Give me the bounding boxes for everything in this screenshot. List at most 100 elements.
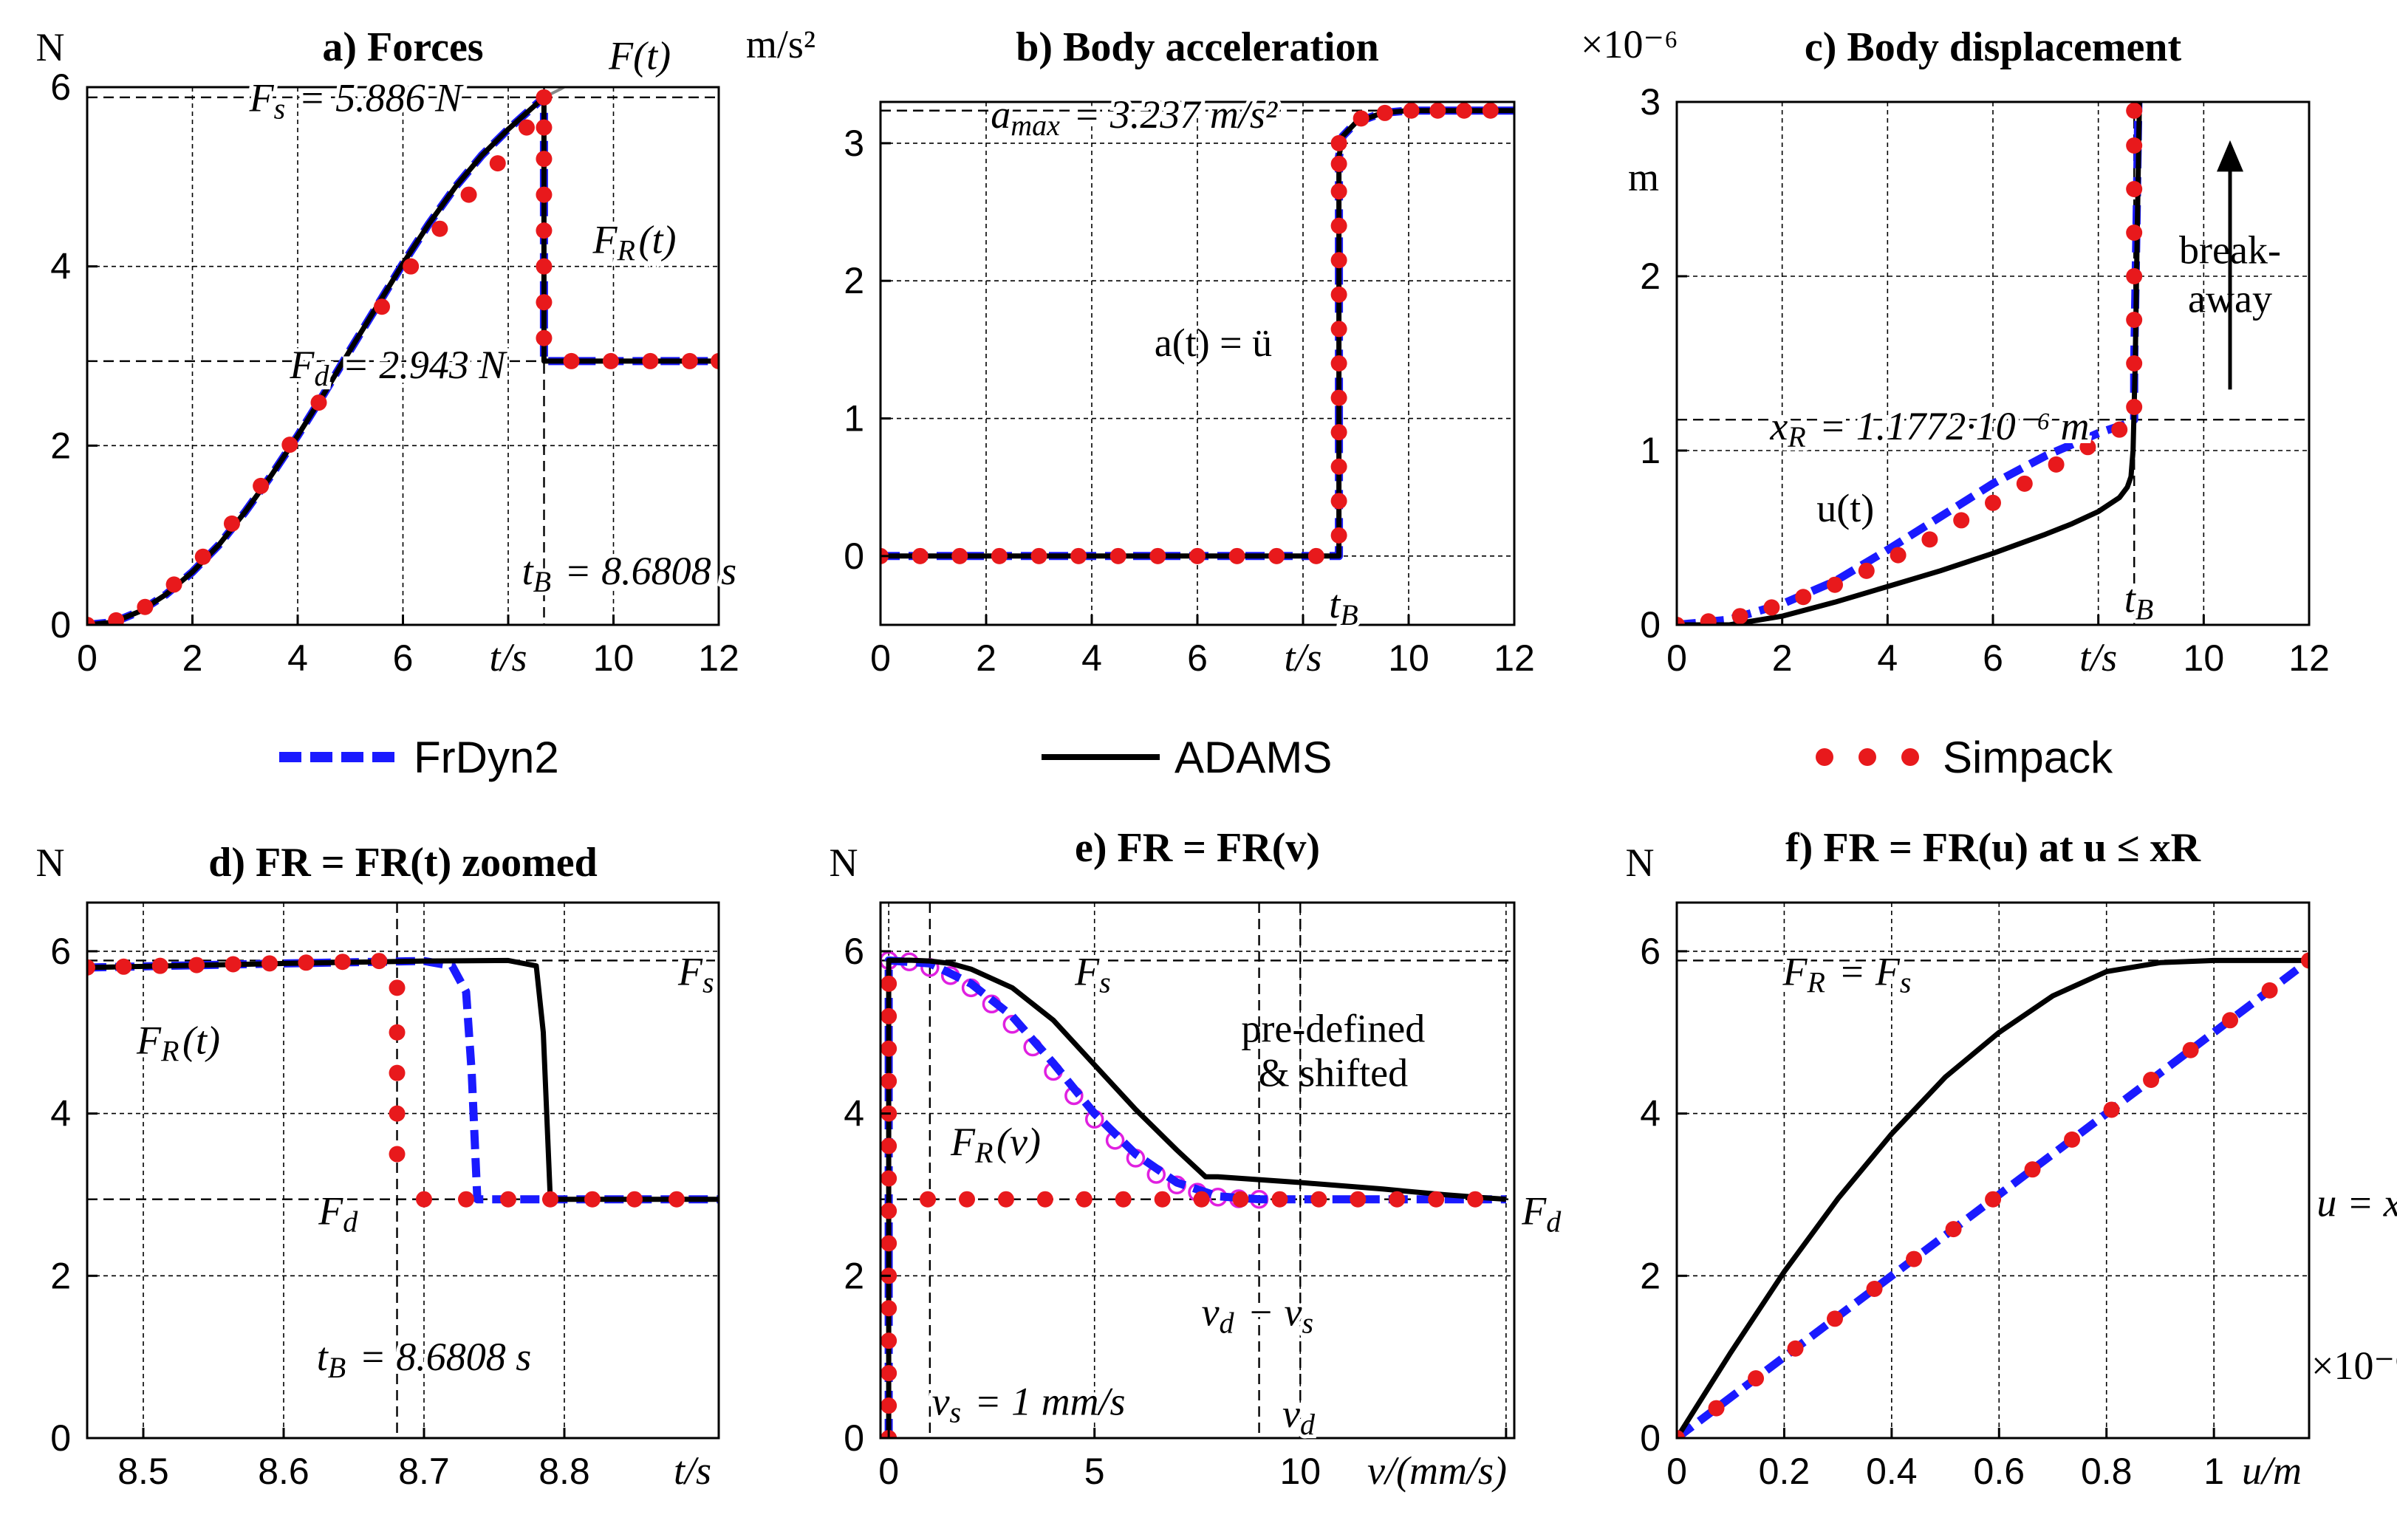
breakaway-arrow-head (2217, 140, 2243, 172)
series-b-simpack-point-22 (1330, 183, 1347, 200)
annotation-c-2: tB (2124, 577, 2157, 626)
xtick-label-d-2: 8.7 (398, 1451, 450, 1492)
series-b-simpack-point-21 (1330, 217, 1347, 234)
series-d-simpack-point-8 (371, 953, 388, 970)
series-c-simpack-point-8 (1921, 531, 1938, 548)
annotation-f-1: u = xR (2316, 1180, 2397, 1230)
series-a-simpack-point-3 (165, 576, 182, 593)
series-c-simpack-point-6 (1858, 562, 1875, 579)
xlabel-a: t/s (489, 635, 527, 680)
ytick-label-b-0: 0 (844, 535, 864, 577)
series-c-simpack-point-15 (2126, 399, 2143, 415)
series-a-simpack-point-17 (536, 151, 553, 168)
series-b-simpack-point-7 (1149, 547, 1166, 564)
series-a-simpack-point-25 (642, 352, 659, 369)
series-c-simpack-point-4 (1795, 589, 1812, 606)
legend-dot-simpack-2 (1859, 748, 1876, 766)
series-e-simpack-point-26 (1350, 1191, 1367, 1208)
series-b-simpack-point-13 (1330, 493, 1347, 510)
xtick-label-c-2: 4 (1877, 637, 1898, 679)
series-e-simpack-point-1 (881, 1397, 897, 1414)
panel-f: 0 0.2 0.4 0.6 0.8 1 0 2 4 6 f) FR = FR(u) at u ≤ x… (1626, 825, 2397, 1493)
series-a-adams (87, 95, 719, 625)
series-f-simpack-point-9 (2024, 1161, 2041, 1178)
annotation-e-4: Fd (1521, 1188, 1565, 1238)
annotation-f-0: FR = Fs (1782, 949, 1914, 999)
annotation-b-0: amax = 3.237 m/s² (991, 92, 1278, 142)
series-c-simpack-point-11 (2016, 475, 2033, 492)
xtick-label-d-1: 8.6 (258, 1451, 310, 1492)
legend-label-frdyn2: FrDyn2 (414, 733, 559, 782)
series-b-simpack-point-5 (1070, 547, 1087, 564)
xtick-label-b-3: 6 (1187, 637, 1208, 679)
series-d-simpack-point-13 (389, 1146, 406, 1163)
series-f-simpack-point-7 (1945, 1221, 1962, 1238)
xtick-label-c-0: 0 (1666, 637, 1687, 679)
series-a-simpack-point-2 (137, 598, 154, 615)
annotation-a-1: Fs = 5.886 N (249, 76, 465, 126)
annotation-e-0: Fs (1074, 949, 1114, 999)
ytick-label-b-2: 2 (844, 260, 864, 301)
series-c-simpack (1677, 102, 2143, 625)
ytick-label-a-3: 6 (50, 66, 71, 108)
series-c-frdyn2 (1677, 102, 2143, 625)
annotation-a-0: F(t) (608, 34, 671, 78)
annotation-e-7: vd (1282, 1392, 1318, 1441)
series-d-adams (87, 957, 719, 1202)
xtick-label-f-4: 0.8 (2081, 1451, 2133, 1492)
chart-title-d: d) FR = FR(t) zoomed (208, 840, 597, 886)
annotation-b-1: a(t) = ü (1155, 321, 1272, 365)
series-b-simpack-point-4 (1030, 547, 1047, 564)
series-a-simpack-point-8 (310, 394, 327, 411)
series-b-simpack (881, 102, 1499, 564)
annotation-d-1: FR (t) (136, 1019, 220, 1068)
annotation-e-1: pre-defined (1241, 1006, 1425, 1050)
series-b-simpack-point-24 (1330, 134, 1347, 151)
xtick-label-c-5: 10 (2184, 637, 2225, 679)
series-b-simpack-point-28 (1429, 102, 1446, 119)
xtick-label-e-1: 5 (1084, 1451, 1105, 1492)
series-c-simpack-point-5 (1827, 576, 1843, 593)
ylabel-f: N (1626, 841, 1655, 885)
ytick-label-e-0: 0 (844, 1417, 864, 1459)
series-e-simpack-point-4 (881, 1300, 897, 1317)
ytick-label-a-0: 0 (50, 604, 71, 646)
ytick-label-e-1: 2 (844, 1255, 864, 1296)
series-a-simpack-point-10 (403, 258, 420, 275)
series-e-simpack-point-15 (920, 1191, 937, 1208)
annotation-d-0: Fs (677, 949, 717, 999)
ytick-label-d-2: 4 (50, 1093, 71, 1135)
series-b-simpack-point-16 (1330, 389, 1347, 406)
series-e-simpack-point-18 (1036, 1191, 1053, 1208)
legend-dot-simpack-1 (1816, 748, 1833, 766)
series-f-simpack-point-10 (2064, 1131, 2081, 1148)
series-d-frdyn2 (87, 956, 719, 1204)
series-a-simpack-point-0 (87, 617, 95, 625)
series-a-simpack-point-13 (489, 155, 506, 172)
series-c-simpack-point-1 (1700, 613, 1717, 625)
ytick-label-f-3: 6 (1640, 931, 1661, 972)
xtick-label-b-2: 4 (1081, 637, 1102, 679)
series-c-simpack-point-3 (1763, 599, 1780, 616)
xtick-label-e-2: 10 (1279, 1451, 1321, 1492)
series-d-simpack-point-1 (115, 958, 132, 975)
series-c-simpack-point-14 (2111, 421, 2128, 438)
series-c-simpack-point-20 (2126, 181, 2143, 197)
series-group-a (87, 87, 719, 625)
ylabel-b: m/s² (746, 22, 815, 66)
ytick-label-f-2: 4 (1640, 1093, 1661, 1135)
series-a-f-t- (543, 87, 567, 99)
series-c-simpack-point-17 (2126, 312, 2143, 328)
series-b-simpack-point-26 (1376, 104, 1393, 121)
ytick-label-f-0: 0 (1640, 1417, 1661, 1459)
series-e-simpack-point-24 (1271, 1191, 1288, 1208)
series-e-simpack-point-13 (881, 1007, 897, 1024)
series-b-simpack-point-18 (1330, 321, 1347, 338)
series-c-simpack-point-2 (1731, 608, 1748, 625)
ytick-label-c-0: 0 (1640, 604, 1661, 646)
series-f-simpack-point-3 (1787, 1340, 1804, 1357)
xtick-label-f-0: 0 (1666, 1451, 1687, 1492)
series-a-simpack-point-19 (536, 222, 553, 239)
series-f-simpack-point-14 (2222, 1012, 2239, 1029)
series-b-simpack-point-14 (1330, 458, 1347, 475)
